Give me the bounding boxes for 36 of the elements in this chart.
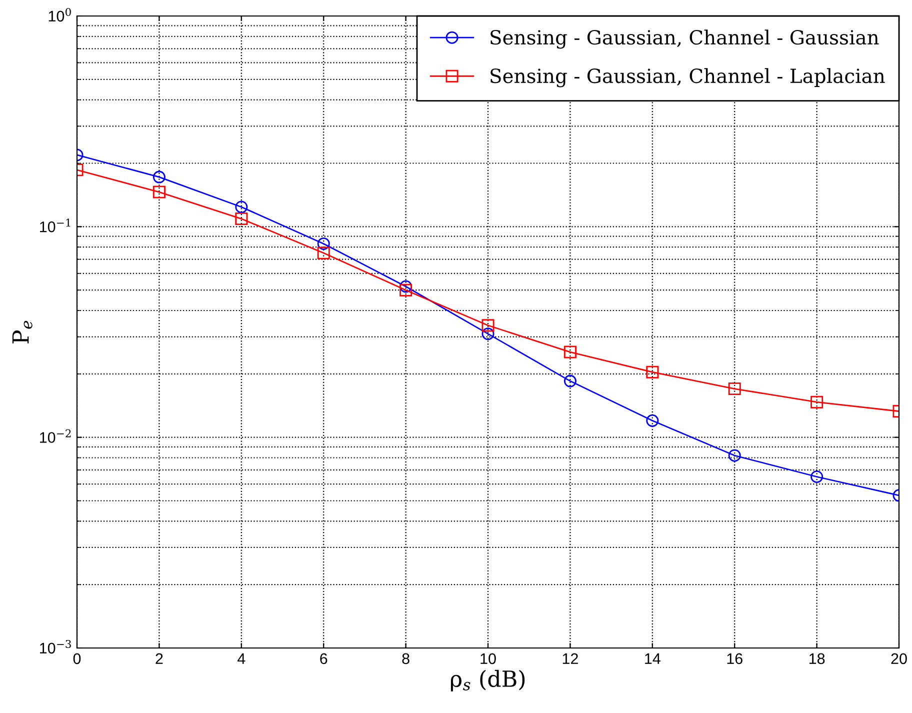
x-tick-label: 8 — [402, 653, 410, 664]
x-tick-label: 4 — [238, 653, 246, 664]
point — [317, 237, 330, 250]
point — [646, 366, 659, 378]
x-tick-label: 18 — [809, 653, 825, 664]
y-tick-label: 10$^{−3}$ — [40, 640, 71, 654]
x-tick-label: 12 — [562, 653, 578, 664]
x-tick-label: 16 — [727, 653, 742, 664]
point — [728, 382, 741, 396]
y-tick-label: 10$^{−2}$ — [40, 429, 71, 443]
point — [728, 449, 741, 462]
point — [152, 170, 166, 184]
x-tick-label: 20 — [891, 653, 907, 664]
x-tick-label: 6 — [320, 653, 328, 664]
x-tick-label: 10 — [480, 653, 496, 664]
point — [810, 470, 824, 483]
x-tick-label: 0 — [73, 653, 81, 664]
point — [482, 328, 494, 340]
point — [564, 346, 576, 358]
x-tick-label: 2 — [156, 653, 163, 664]
point — [564, 374, 576, 388]
point — [646, 414, 659, 427]
legend-label: Sensing - Gaussian, Channel - Gaussian — [490, 30, 879, 49]
point — [810, 396, 824, 408]
y-axis-title: P$_{e}$ — [12, 320, 32, 344]
point — [152, 186, 166, 198]
legend-label: Sensing - Gaussian, Channel - Laplacian — [490, 68, 885, 88]
point — [317, 246, 330, 260]
y-tick-label: 10$^{−1}$ — [40, 218, 70, 232]
x-axis-title: ρ$_{s}$ (dB) — [450, 670, 525, 692]
point — [235, 212, 248, 226]
point — [482, 319, 494, 332]
y-tick-label: 10$^{0}$ — [48, 8, 71, 22]
point — [235, 200, 248, 214]
point — [400, 284, 412, 296]
x-tick-label: 14 — [645, 653, 660, 664]
